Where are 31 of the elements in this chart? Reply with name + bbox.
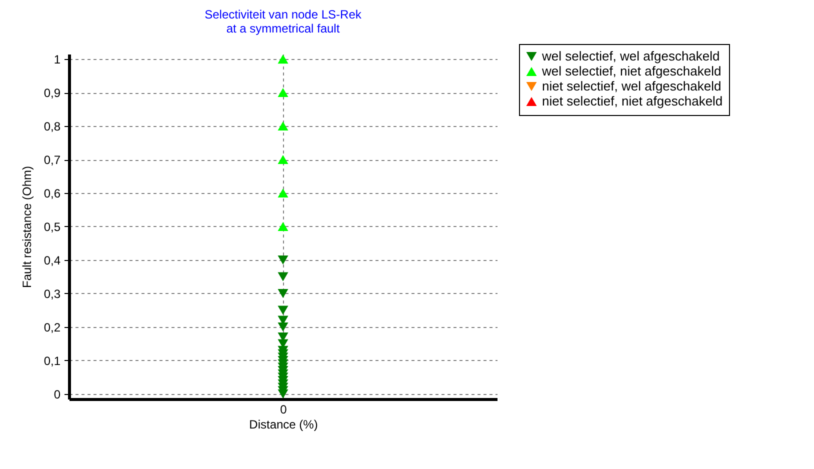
y-tick-label: 0,5 (44, 220, 61, 234)
chart-title: Selectiviteit van node LS-Rek (204, 8, 362, 22)
point (278, 222, 288, 232)
point (278, 389, 288, 399)
point (278, 88, 288, 98)
point (278, 255, 288, 265)
y-tick-label: 0 (54, 387, 61, 402)
point (278, 54, 288, 64)
y-tick-label: 0,1 (44, 354, 61, 368)
y-axis-title: Fault resistance (Ohm) (20, 166, 34, 288)
y-tick-label: 0,9 (44, 86, 61, 100)
y-tick-label: 1 (54, 52, 61, 67)
y-tick-label: 0,4 (44, 253, 61, 268)
point (278, 288, 288, 298)
legend-label: niet selectief, niet afgeschakeld (542, 94, 723, 108)
y-tick-label: 0,3 (44, 286, 61, 301)
y-tick-label: 0,2 (44, 320, 61, 334)
point (278, 188, 288, 198)
chart-subtitle: at a symmetrical fault (226, 22, 340, 36)
point (278, 154, 288, 164)
y-tick-label: 0,8 (44, 120, 61, 134)
point (278, 306, 288, 315)
point (278, 322, 288, 332)
point (278, 121, 288, 131)
y-tick-label: 0,7 (44, 153, 61, 168)
legend-label: wel selectief, niet afgeschakeld (541, 64, 722, 78)
legend-label: niet selectief, wel afgeschakeld (542, 78, 722, 94)
x-axis-title: Distance (%) (249, 418, 318, 432)
legend-label: wel selectief, wel afgeschakeld (541, 48, 720, 64)
y-tick-label: 0,6 (44, 186, 61, 201)
point (278, 272, 288, 282)
